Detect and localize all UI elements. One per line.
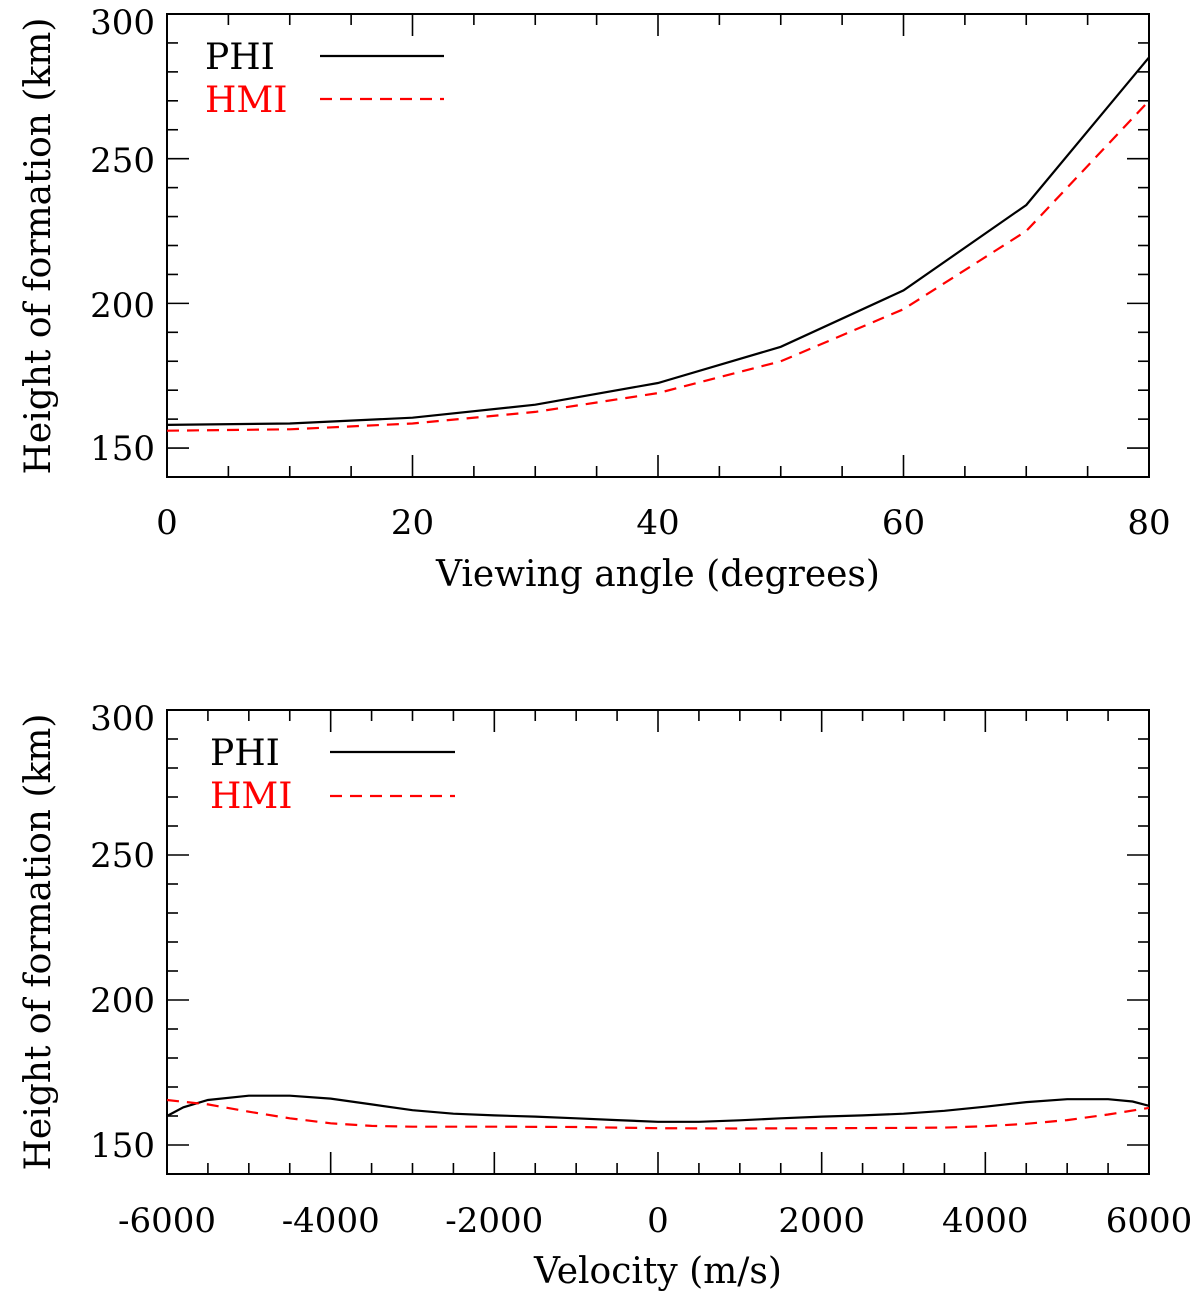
x-tick-labels: 0 20 40 60 80: [156, 503, 1170, 543]
series-line-phi: [166, 56, 1150, 426]
x-tick-label: 20: [391, 503, 434, 543]
y-tick-label: 200: [90, 981, 155, 1021]
x-tick-label: 2000: [778, 1201, 865, 1241]
y-axis-title: Height of formation (km): [18, 18, 59, 475]
legend-label-hmi: HMI: [210, 776, 292, 817]
x-ticks: [166, 710, 1150, 1174]
y-axis-title: Height of formation (km): [18, 714, 59, 1171]
legend-label-phi: PHI: [205, 37, 275, 78]
y-tick-label: 250: [90, 836, 155, 876]
x-tick-labels: -6000 -4000 -2000 0 2000 4000 6000: [118, 1201, 1192, 1241]
y-tick-label: 150: [90, 1126, 155, 1166]
legend: PHI HMI: [210, 733, 455, 817]
x-tick-label: 6000: [1106, 1201, 1193, 1241]
x-tick-label: 0: [647, 1201, 669, 1241]
y-tick-labels: 150 200 250 300: [90, 3, 155, 469]
y-ticks: [167, 13, 1149, 478]
series-line-hmi: [166, 1098, 1150, 1130]
legend: PHI HMI: [205, 37, 444, 121]
x-axis-title: Viewing angle (degrees): [435, 554, 880, 595]
x-tick-label: 40: [636, 503, 679, 543]
x-ticks: [166, 14, 1150, 477]
x-tick-label: -2000: [445, 1201, 543, 1241]
y-tick-label: 250: [90, 141, 155, 181]
x-tick-label: -6000: [118, 1201, 216, 1241]
x-tick-label: 4000: [942, 1201, 1029, 1241]
x-tick-label: 0: [156, 503, 178, 543]
y-tick-label: 150: [90, 429, 155, 469]
legend-label-hmi: HMI: [205, 80, 287, 121]
chart-panel-viewing-angle: 150 200 250 300 0 20 40 60 80 Viewing an…: [18, 3, 1171, 595]
series-line-hmi: [166, 100, 1150, 432]
y-tick-label: 300: [90, 699, 155, 739]
x-axis-title: Velocity (m/s): [533, 1251, 782, 1292]
x-tick-label: -4000: [282, 1201, 380, 1241]
series-line-phi: [166, 1094, 1150, 1123]
y-tick-label: 200: [90, 286, 155, 326]
y-tick-labels: 150 200 250 300: [90, 699, 155, 1166]
legend-label-phi: PHI: [210, 733, 280, 774]
x-tick-label: 80: [1127, 503, 1170, 543]
chart-panel-velocity: 150 200 250 300 -6000 -4000 -2000 0 2000…: [18, 699, 1192, 1292]
y-tick-label: 300: [90, 3, 155, 43]
x-tick-label: 60: [882, 503, 925, 543]
